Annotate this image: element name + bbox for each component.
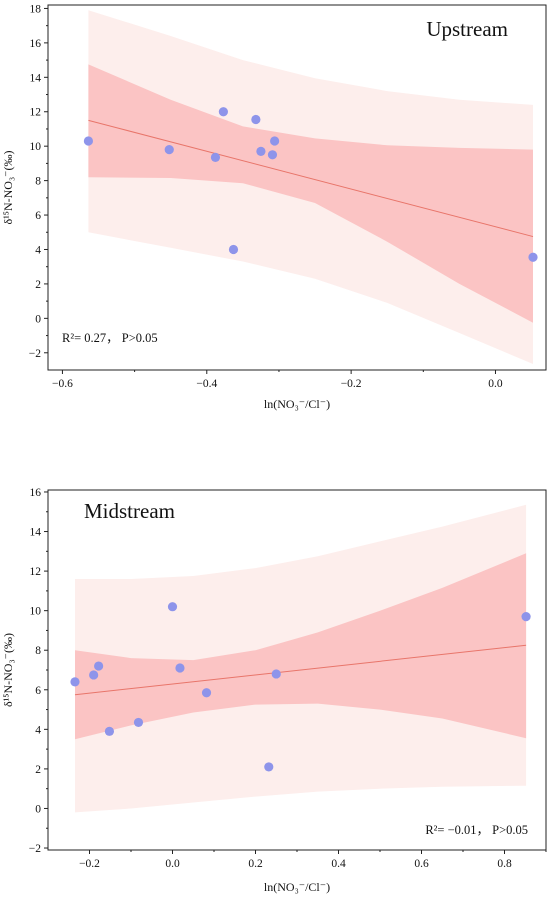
- chart-panel-midstream: −2 0 2 4 6 8 10 12 14 16 −0.2 0.0 0.2 0.4 0.6 0.8 Midstr…: [1, 487, 547, 894]
- x-axis-label: ln(NO₃⁻/Cl⁻): [264, 880, 330, 894]
- data-point-1: [83, 136, 94, 146]
- panel-title: Midstream: [84, 499, 175, 523]
- y-tick-label: 2: [35, 764, 41, 776]
- y-tick-label: 6: [35, 210, 41, 222]
- x-tick-label: 0.8: [497, 858, 512, 870]
- data-point-8: [267, 150, 278, 160]
- x-tick-label: 0.2: [248, 858, 263, 870]
- y-tick-label: 10: [30, 141, 42, 153]
- confidence-band: [75, 553, 527, 740]
- data-point-5: [228, 244, 239, 255]
- y-tick-label: 18: [30, 3, 42, 15]
- y-tick-label: 4: [35, 244, 41, 256]
- data-point-4: [104, 726, 115, 736]
- plot-area: [70, 504, 531, 813]
- data-point-1: [70, 677, 80, 687]
- y-tick-label: 8: [35, 176, 41, 188]
- x-tick-label: −0.2: [341, 378, 362, 390]
- y-tick-label: 8: [35, 645, 41, 657]
- stats-annotation: R²= 0.27， P>0.05: [62, 331, 158, 345]
- stats-annotation: R²= −0.01， P>0.05: [425, 823, 528, 837]
- data-point-7: [256, 146, 266, 156]
- data-point-2: [89, 670, 99, 680]
- y-tick-label: 0: [35, 803, 41, 815]
- y-tick-label: 0: [35, 313, 41, 325]
- data-point-5: [133, 717, 144, 728]
- data-point-10: [271, 669, 281, 679]
- y-tick-label: 10: [30, 606, 42, 618]
- data-point-9: [264, 762, 274, 772]
- plot-area: [83, 10, 538, 364]
- data-point-3: [94, 661, 104, 671]
- y-tick-label: 12: [30, 107, 42, 119]
- data-point-10: [528, 252, 538, 262]
- y-tick-label: 4: [35, 724, 41, 736]
- plot-frame: [47, 4, 547, 371]
- x-tick-label: 0.6: [414, 858, 429, 870]
- y-tick-label: 2: [35, 279, 41, 291]
- x-tick-label: 0.4: [331, 858, 346, 870]
- x-tick-label: −0.2: [79, 858, 100, 870]
- data-point-2: [164, 145, 174, 155]
- data-point-8: [201, 688, 212, 698]
- x-axis-label: ln(NO₃⁻/Cl⁻): [264, 397, 330, 411]
- y-tick-label: 12: [30, 566, 42, 578]
- data-point-7: [175, 663, 185, 673]
- regression-line: [74, 644, 527, 696]
- x-tick-label: 0.0: [165, 858, 180, 870]
- x-tick-label: −0.6: [52, 378, 73, 390]
- y-tick-label: 16: [30, 487, 42, 499]
- data-point-6: [251, 114, 261, 125]
- x-tick-label: 0.0: [488, 378, 503, 390]
- y-tick-label: −2: [29, 843, 41, 855]
- y-axis-label: δ¹⁵N-NO₃⁻(‰): [1, 151, 15, 225]
- y-tick-label: 14: [30, 527, 42, 539]
- data-point-3: [210, 152, 221, 162]
- data-point-4: [218, 107, 228, 117]
- y-axis-label: δ¹⁵N-NO₃⁻(‰): [1, 633, 15, 707]
- y-tick-label: −2: [29, 348, 41, 360]
- y-tick-label: 16: [30, 38, 42, 50]
- chart-panel-upstream: −2 0 2 4 6 8 10 12 14 16 18 −0.6 −0.4 −0.2 0.0 Upstream…: [1, 3, 547, 411]
- confidence-band: [88, 64, 534, 323]
- data-point-11: [521, 611, 531, 622]
- regression-line: [88, 119, 534, 238]
- x-tick-label: −0.4: [196, 378, 217, 390]
- y-tick-label: 14: [30, 72, 42, 84]
- panel-title: Upstream: [426, 17, 508, 41]
- data-point-9: [270, 136, 280, 146]
- y-tick-label: 6: [35, 685, 41, 697]
- data-point-6: [167, 602, 178, 612]
